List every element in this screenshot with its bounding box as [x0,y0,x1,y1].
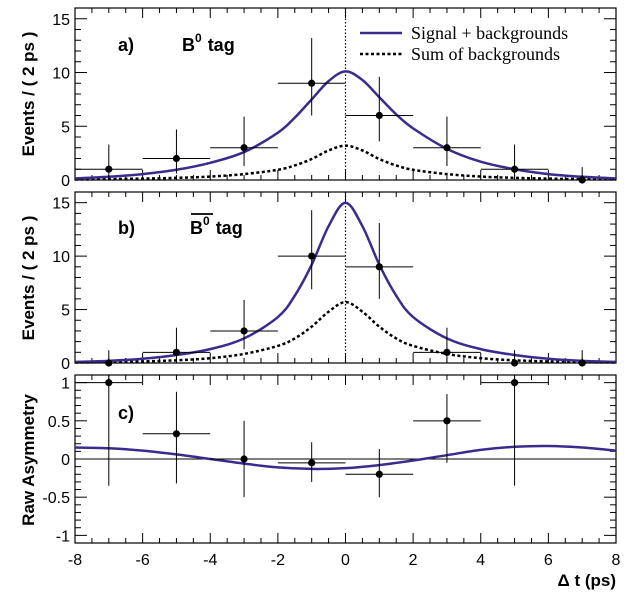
panel-b-y-tick-label: 5 [61,303,70,320]
panel-b-marker [443,348,451,356]
panel-a-marker [308,79,316,87]
x-tick-label: 2 [409,552,418,569]
panel-b-signal-curve [74,201,617,364]
plot-layer: 0 5 10 15 0 5 10 15 -1 -0.5 0 0.5 1 -8 -6 -4 -2 0 2 4 6 8 [42,7,621,569]
panel-a: Events / ( 2 ps ) a) B0 tag Signal + back… [19,7,617,181]
panel-b-tag: B0 tag [190,214,243,238]
panel-a-marker [172,154,181,163]
panel-a-data-point [277,38,346,116]
x-tick-label: -4 [203,552,217,569]
panel-c-y-tick-label: 0.5 [48,414,70,431]
panel-b-plot: 0 5 10 15 [52,191,617,373]
panel-b-marker [578,359,586,367]
panel-a-marker [105,165,113,173]
x-tick-label: -2 [271,552,285,569]
panel-c-data-point [210,420,278,498]
panel-b-marker [172,348,181,356]
panel-b: Events / ( 2 ps ) b) B0 tag [19,191,617,364]
panel-a-tag-word: tag [208,35,235,55]
panel-b-tag-superscript: 0 [203,214,210,228]
panel-b-data-point [277,210,346,290]
panel-a-ylabel: Events / ( 2 ps ) [19,32,38,157]
panel-a-marker [443,144,451,152]
panel-b-tag-word: tag [216,218,243,238]
panel-a-tag: B0 tag [182,31,235,55]
panel-b-data-point [480,350,549,367]
panel-b-ylabel: Events / ( 2 ps ) [19,216,38,341]
panel-b-data-point [548,350,616,367]
panel-c-marker [240,455,248,463]
panel-b-data-point [210,299,278,350]
panel-a-backgrounds-curve [74,144,617,181]
panel-a-tag-particle: B [182,35,195,55]
panel-b-data-point [413,327,481,363]
panel-b-backgrounds-curve [74,300,617,364]
panel-c-marker [308,459,316,467]
panel-a-marker [375,111,383,120]
panel-b-tag-particle: B [190,218,203,238]
panel-a-data-point [413,116,481,167]
panel-b-marker [510,359,519,367]
panel-b-y-tick-label: 10 [52,249,70,266]
panel-a-label: a) [118,35,134,55]
panel-a-marker [240,144,248,152]
panel-a-data-point [345,76,414,142]
panel-a-y-tick-label: 10 [52,66,70,83]
panel-a-marker [510,165,519,173]
panel-a-data-point [142,129,211,174]
panel-b-y-tick-label: 15 [52,196,70,213]
panel-c-data-point [75,375,143,486]
panel-a-marker [578,176,586,184]
panel-a-y-tick-label: 5 [61,119,70,136]
x-tick-label: -8 [68,552,82,569]
panel-c-plot: -1 -0.5 0 0.5 1 -8 -6 -4 -2 0 2 4 6 8 [42,374,621,569]
panel-a-y-tick-label: 15 [52,12,70,29]
panel-c-marker [443,417,451,425]
panel-a-data-point [75,144,143,180]
panel-c-signal-curve [74,444,617,471]
panel-a-signal-curve [74,70,617,180]
panel-a-data-point [210,116,278,167]
panel-a-y-tick-label: 0 [61,173,70,190]
panel-c-data-point [277,442,346,482]
panel-c-marker [105,379,113,387]
panel-c-y-tick-label: -1 [56,528,70,545]
panel-a-data-point [480,144,549,180]
legend-backgrounds-label: Sum of backgrounds [411,44,560,64]
panel-c-data-point [142,391,211,484]
panel-c-ylabel: Raw Asymmetry [19,394,38,526]
panel-c-marker [172,430,181,438]
panel-c-data-point [413,394,481,463]
x-tick-label: 0 [341,552,350,569]
panel-b-marker [308,252,316,260]
panel-b-marker [240,327,248,335]
panel-b-y-tick-label: 0 [61,356,70,373]
panel-b-data-point [75,350,143,367]
panel-c-marker [375,470,383,478]
panel-c-y-tick-label: -0.5 [42,490,70,507]
panel-b-marker [375,263,383,271]
x-axis-label: Δ t (ps) [558,571,617,590]
panel-c-data-point [480,375,549,486]
panel-b-marker [105,359,113,367]
panel-a-plot: 0 5 10 15 [52,7,617,190]
legend-signal-label: Signal + backgrounds [411,23,568,43]
panel-c-data-point [345,449,414,498]
x-tick-label: -6 [136,552,150,569]
panel-a-tag-superscript: 0 [195,31,202,45]
panel-c-marker [510,379,519,387]
panel-a-legend: Signal + backgrounds Sum of backgrounds [360,23,568,64]
panel-c-label: c) [118,403,134,423]
panel-a-data-point [548,167,616,184]
panel-b-data-point [142,327,211,363]
x-tick-label: 8 [612,552,621,569]
x-tick-label: 4 [476,552,485,569]
panel-b-label: b) [118,218,135,238]
panel-b-data-point [345,222,414,299]
panel-c-y-tick-label: 0 [61,452,70,469]
panel-c-y-tick-label: 1 [61,376,70,393]
x-tick-label: 6 [544,552,553,569]
